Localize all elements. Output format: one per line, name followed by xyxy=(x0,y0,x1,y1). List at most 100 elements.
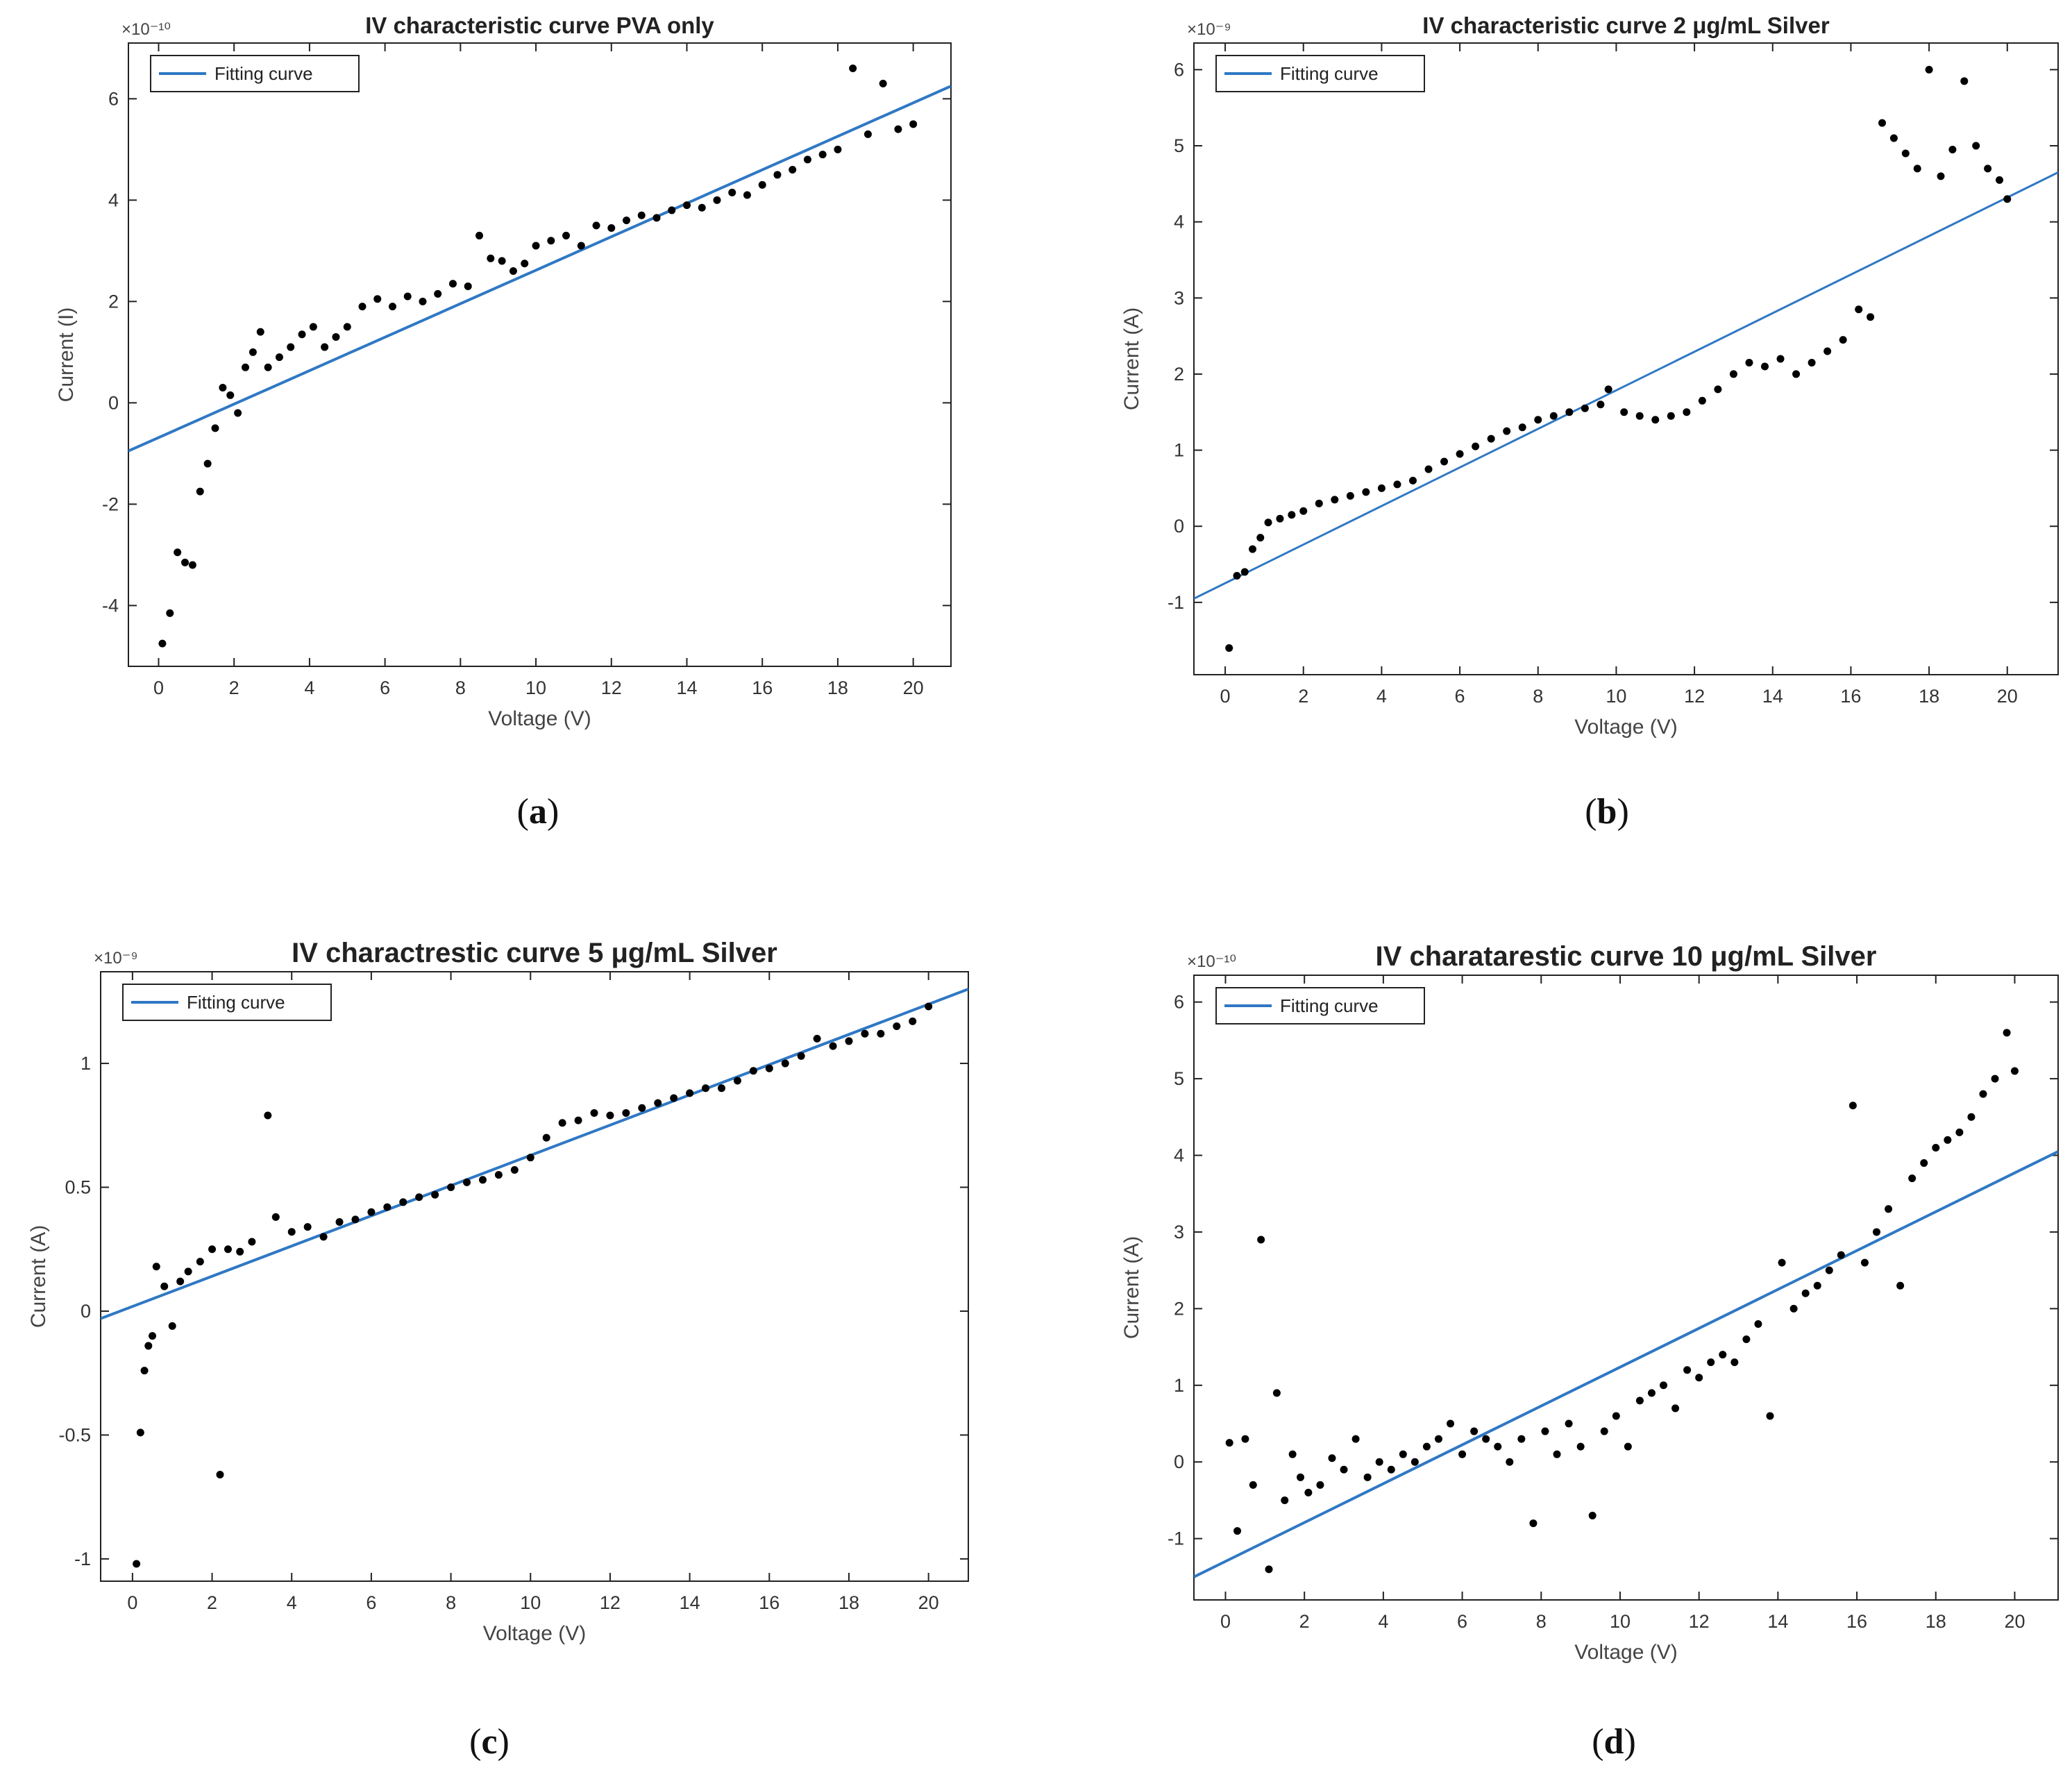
data-point-b xyxy=(1937,172,1945,180)
data-point-d xyxy=(1447,1419,1455,1428)
data-point-c xyxy=(622,1108,630,1117)
data-point-d xyxy=(1600,1427,1608,1435)
data-point-b xyxy=(1346,491,1354,500)
data-point-c xyxy=(383,1203,391,1211)
y-exponent-label-c: ×10⁻⁹ xyxy=(94,949,138,968)
data-point-d xyxy=(1265,1565,1273,1574)
x-tick-label-d: 20 xyxy=(2004,1611,2025,1632)
data-point-d xyxy=(1517,1435,1526,1443)
y-tick-label-d: -1 xyxy=(1168,1528,1184,1549)
data-point-d xyxy=(1837,1251,1845,1259)
data-point-a xyxy=(789,166,797,174)
data-point-c xyxy=(909,1017,917,1025)
data-point-c xyxy=(781,1059,789,1068)
legend-label-c: Fitting curve xyxy=(187,992,285,1013)
caption-b-letter: b xyxy=(1597,792,1617,832)
data-point-b xyxy=(1487,435,1495,443)
x-tick-label-b: 2 xyxy=(1298,686,1308,707)
x-tick-label-b: 8 xyxy=(1533,686,1543,707)
data-point-c xyxy=(733,1077,741,1085)
data-point-c xyxy=(765,1064,773,1072)
data-point-b xyxy=(1745,358,1753,366)
data-point-a xyxy=(487,254,495,262)
data-point-b xyxy=(1581,404,1589,412)
x-tick-label-a: 16 xyxy=(752,677,773,698)
data-point-b xyxy=(1256,534,1265,542)
data-point-a xyxy=(652,214,661,222)
data-point-b xyxy=(1960,77,1969,85)
caption-a: (a) xyxy=(469,791,607,832)
caption-d-letter: d xyxy=(1603,1722,1624,1762)
x-tick-label-b: 6 xyxy=(1455,686,1465,707)
plot-area-b xyxy=(1193,42,2059,675)
caption-b: (b) xyxy=(1538,791,1676,832)
data-point-d xyxy=(1588,1512,1597,1520)
y-axis-label-b: Current (A) xyxy=(1120,307,1143,410)
data-point-a xyxy=(475,231,484,239)
y-tick-label-d: 1 xyxy=(1174,1375,1184,1396)
data-point-c xyxy=(136,1428,144,1437)
data-point-a xyxy=(403,292,412,301)
data-point-d xyxy=(1410,1458,1419,1466)
data-point-b xyxy=(1635,412,1644,420)
x-tick-label-c: 10 xyxy=(520,1592,541,1613)
caption-c-open: ( xyxy=(469,1722,482,1762)
data-layer-a xyxy=(128,65,951,648)
x-tick-label-c: 18 xyxy=(839,1592,859,1613)
x-tick-label-b: 14 xyxy=(1762,686,1783,707)
data-point-a xyxy=(389,303,397,311)
data-point-d xyxy=(1932,1143,1940,1152)
data-point-c xyxy=(236,1247,244,1256)
data-point-d xyxy=(1458,1450,1467,1458)
data-point-a xyxy=(668,206,676,214)
x-tick-label-c: 14 xyxy=(680,1592,700,1613)
data-point-d xyxy=(1647,1389,1656,1397)
x-tick-label-d: 6 xyxy=(1457,1611,1467,1632)
legend-label-b: Fitting curve xyxy=(1280,63,1379,84)
chart-panel-c: 0 2 4 6 8 10 12 14 16 18 20 -1 -0.5 0 0.5 1 ×10⁻⁹ IV char… xyxy=(27,938,969,1645)
y-tick-label-a: -2 xyxy=(102,494,119,514)
data-point-a xyxy=(321,343,329,351)
x-tick-label-c: 4 xyxy=(287,1592,297,1613)
data-point-a xyxy=(174,548,182,557)
data-point-b xyxy=(1901,149,1910,158)
data-point-a xyxy=(509,267,517,276)
data-point-d xyxy=(1482,1435,1490,1443)
y-tick-label-d: 4 xyxy=(1174,1145,1184,1166)
data-point-d xyxy=(1660,1381,1668,1390)
data-point-d xyxy=(1257,1236,1265,1244)
y-tick-label-d: 2 xyxy=(1174,1298,1184,1319)
chart-title-d: IV charatarestic curve 10 μg/mL Silver xyxy=(1376,941,1877,972)
data-point-a xyxy=(196,487,204,496)
data-point-d xyxy=(1494,1442,1502,1451)
y-axis-label-d: Current (A) xyxy=(1120,1236,1143,1339)
data-point-d xyxy=(1576,1442,1585,1451)
x-tick-label-d: 16 xyxy=(1846,1611,1867,1632)
data-point-a xyxy=(358,303,367,311)
data-point-c xyxy=(686,1089,694,1097)
data-point-d xyxy=(1233,1527,1242,1535)
data-point-d xyxy=(1719,1351,1727,1359)
y-tick-label-b: 3 xyxy=(1174,287,1184,308)
data-point-a xyxy=(498,257,506,265)
data-point-c xyxy=(367,1208,376,1216)
data-point-d xyxy=(1470,1427,1479,1435)
data-point-c xyxy=(160,1282,169,1290)
data-point-b xyxy=(1503,427,1511,435)
data-point-a xyxy=(803,155,811,164)
data-point-a xyxy=(682,201,691,210)
data-point-a xyxy=(758,180,766,189)
y-exponent-label-b: ×10⁻⁹ xyxy=(1187,20,1231,39)
caption-d: (d) xyxy=(1544,1721,1683,1762)
data-point-c xyxy=(574,1116,582,1124)
data-point-c xyxy=(287,1228,296,1236)
chart-title-b: IV characteristic curve 2 μg/mL Silver xyxy=(1422,12,1830,38)
data-point-d xyxy=(1340,1465,1348,1474)
data-point-b xyxy=(1264,518,1272,527)
data-point-a xyxy=(264,363,272,371)
data-point-d xyxy=(1695,1374,1703,1382)
data-point-d xyxy=(1225,1439,1233,1447)
data-point-d xyxy=(1635,1397,1644,1405)
data-point-a xyxy=(743,191,751,199)
